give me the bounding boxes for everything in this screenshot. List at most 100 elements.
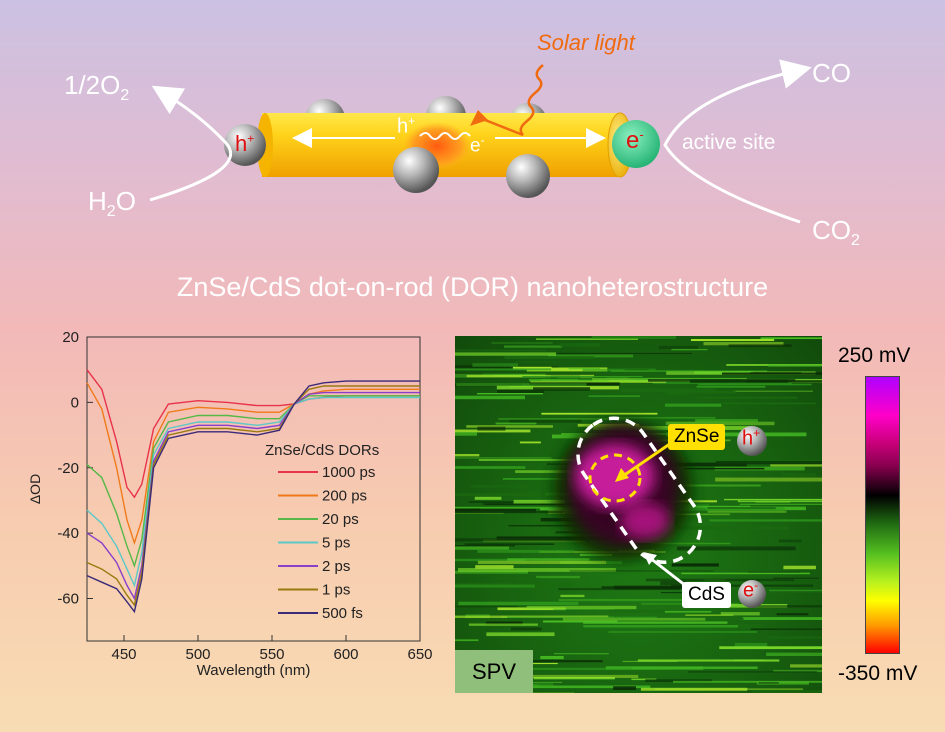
noise-streak bbox=[790, 664, 822, 668]
noise-streak bbox=[673, 513, 730, 516]
noise-streak bbox=[645, 679, 712, 682]
reduction-path bbox=[663, 59, 812, 224]
noise-streak bbox=[709, 519, 822, 522]
noise-streak bbox=[507, 616, 657, 618]
noise-streak bbox=[719, 646, 822, 650]
noise-streak bbox=[677, 526, 789, 530]
noise-streak bbox=[613, 585, 719, 590]
noise-streak bbox=[494, 674, 639, 679]
legend-label: 500 fs bbox=[322, 605, 363, 622]
noise-streak bbox=[509, 419, 582, 423]
noise-streak bbox=[646, 462, 747, 467]
noise-streak bbox=[715, 477, 822, 482]
noise-streak bbox=[608, 630, 757, 633]
metal-sphere bbox=[506, 154, 550, 198]
noise-streak bbox=[583, 621, 728, 624]
noise-streak bbox=[728, 344, 792, 348]
x-tick-label: 500 bbox=[185, 646, 210, 663]
noise-streak bbox=[739, 500, 822, 502]
noise-streak bbox=[776, 613, 809, 616]
noise-streak bbox=[654, 688, 803, 690]
dot-outline bbox=[588, 453, 642, 503]
noise-streak bbox=[685, 618, 745, 620]
noise-streak bbox=[752, 605, 822, 608]
noise-streak bbox=[696, 385, 766, 388]
y-tick-label: 0 bbox=[71, 394, 79, 411]
noise-streak bbox=[522, 376, 643, 378]
noise-streak bbox=[503, 345, 563, 348]
noise-streak bbox=[536, 338, 639, 340]
hole-label-sphere: h+ bbox=[235, 131, 255, 156]
co2-label: CO2 bbox=[812, 215, 860, 250]
noise-streak bbox=[464, 543, 555, 545]
noise-streak bbox=[455, 432, 477, 436]
series-line bbox=[86, 385, 420, 607]
noise-streak bbox=[456, 383, 587, 387]
noise-streak bbox=[720, 612, 760, 616]
noise-streak bbox=[650, 542, 731, 545]
h2o-label: H2O bbox=[88, 186, 136, 221]
noise-streak bbox=[508, 524, 597, 527]
figure-subtitle: ZnSe/CdS dot-on-rod (DOR) nanoheterostru… bbox=[176, 272, 769, 302]
active-site-label: active site bbox=[682, 131, 776, 154]
legend-label: 200 ps bbox=[322, 488, 367, 505]
noise-streak bbox=[477, 560, 607, 564]
electron-label-sphere: e- bbox=[626, 127, 644, 154]
noise-streak bbox=[455, 506, 560, 509]
znse-pointer-head bbox=[615, 468, 629, 482]
noise-streak bbox=[455, 546, 510, 550]
noise-streak bbox=[664, 610, 712, 613]
metal-sphere bbox=[393, 147, 439, 193]
noise-streak bbox=[455, 454, 480, 457]
noise-streak bbox=[562, 617, 706, 621]
noise-streak bbox=[671, 563, 719, 567]
noise-streak bbox=[477, 392, 543, 395]
noise-streak bbox=[455, 558, 525, 562]
noise-streak bbox=[734, 659, 764, 662]
noise-streak bbox=[553, 608, 615, 610]
noise-streak bbox=[622, 660, 678, 663]
noise-streak bbox=[582, 368, 656, 372]
noise-streak bbox=[672, 680, 822, 683]
noise-streak bbox=[533, 676, 615, 680]
noise-streak bbox=[547, 354, 634, 358]
hole-sphere-map bbox=[737, 426, 767, 456]
noise-streak bbox=[683, 467, 765, 470]
noise-streak bbox=[658, 345, 699, 350]
noise-streak bbox=[725, 591, 822, 593]
noise-streak bbox=[554, 653, 609, 655]
noise-streak bbox=[750, 628, 822, 630]
noise-streak bbox=[665, 390, 736, 394]
noise-streak bbox=[510, 627, 542, 631]
noise-streak bbox=[634, 378, 740, 380]
noise-streak bbox=[470, 485, 530, 488]
noise-streak bbox=[666, 432, 807, 437]
potential-colorbar bbox=[865, 376, 900, 654]
noise-streak bbox=[515, 470, 584, 473]
noise-streak bbox=[676, 546, 796, 551]
noise-streak bbox=[769, 589, 822, 592]
electron-sphere bbox=[612, 120, 660, 168]
co-label: CO bbox=[812, 58, 851, 88]
noise-streak bbox=[485, 621, 523, 625]
noise-streak bbox=[707, 507, 776, 510]
noise-streak bbox=[455, 368, 552, 371]
rod-outline bbox=[576, 416, 703, 565]
o2-label: 1/2O2 bbox=[64, 70, 130, 105]
noise-streak bbox=[507, 558, 590, 561]
noise-streak bbox=[770, 464, 822, 467]
noise-streak bbox=[766, 652, 822, 657]
noise-streak bbox=[498, 387, 591, 391]
noise-streak bbox=[609, 609, 663, 613]
noise-streak bbox=[773, 577, 820, 579]
transient-absorption-chart: 450 500 550 600 650 20 0 -20 -40 -60 Wavelength (n… bbox=[27, 329, 433, 679]
plot-frame bbox=[86, 336, 421, 642]
exciton-wiggle bbox=[419, 132, 471, 140]
x-tick-label: 450 bbox=[111, 646, 136, 663]
noise-streak bbox=[610, 370, 768, 373]
noise-streak bbox=[495, 422, 537, 425]
noise-streak bbox=[569, 570, 713, 572]
noise-streak bbox=[558, 598, 713, 602]
noise-streak bbox=[468, 623, 538, 626]
